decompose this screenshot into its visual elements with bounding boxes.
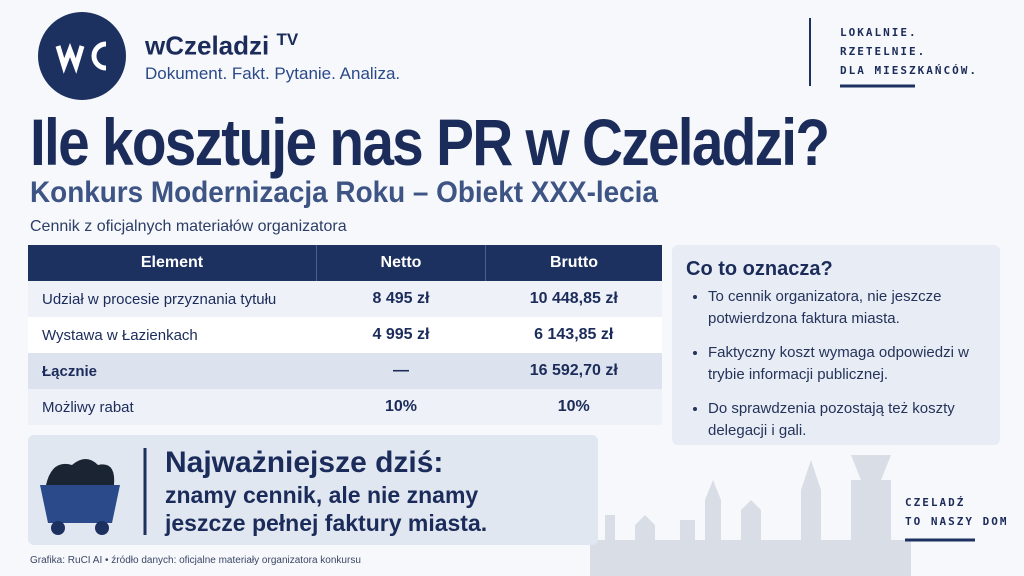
logo-mark <box>91 41 107 71</box>
info-box <box>672 245 1000 445</box>
cart-icon <box>95 521 109 535</box>
cart-icon <box>40 485 120 523</box>
cell: — <box>393 362 409 379</box>
info-title: Co to oznacza? <box>686 258 833 280</box>
tagline: Dokument. Fakt. Pytanie. Analiza. <box>145 64 401 83</box>
coal-icon <box>46 459 115 485</box>
cell: 16 592,70 zł <box>529 362 618 379</box>
cell: 10 448,85 zł <box>529 290 618 307</box>
cell: 10% <box>384 398 418 415</box>
header-cell: Element <box>28 245 317 281</box>
cell: 10% <box>557 398 590 415</box>
motto: LOKALNIE. <box>840 26 918 39</box>
logo-mark <box>55 42 85 74</box>
table-header: Element Netto Brutto <box>28 245 662 281</box>
brand-suffix: TV <box>276 30 299 49</box>
cell: 8 495 zł <box>372 290 430 307</box>
header-cell: Netto <box>316 245 486 281</box>
subtitle: Konkurs Modernizacja Roku – Obiekt XXX-l… <box>30 176 658 209</box>
info-item: Do sprawdzenia pozostają też koszty dele… <box>708 398 978 442</box>
cell: Udział w procesie przyznania tytułu <box>42 290 277 308</box>
brand-name: wCzeladzi <box>145 30 270 61</box>
credit: Grafika: RuCI AI • źródło danych: oficja… <box>30 555 361 566</box>
motto: DLA MIESZKAŃCÓW. <box>840 64 978 77</box>
cart-icon <box>51 521 65 535</box>
skyline <box>590 455 911 576</box>
cell: Możliwy rabat <box>42 398 134 416</box>
info-item: Faktyczny koszt wymaga odpowiedzi w tryb… <box>708 342 978 386</box>
cell: 4 995 zł <box>372 326 430 343</box>
table-row: Łącznie — 16 592,70 zł <box>28 353 662 389</box>
table-row: Wystawa w Łazienkach 4 995 zł 6 143,85 zł <box>28 317 662 353</box>
note: Cennik z oficjalnych materiałów organiza… <box>30 218 347 235</box>
highlight-line: znamy cennik, ale nie znamy <box>165 482 479 508</box>
title: Ile kosztuje nas PR w Czeladzi? <box>30 105 830 179</box>
table-row: Udział w procesie przyznania tytułu 8 495… <box>28 281 662 317</box>
cell: Łącznie <box>42 362 98 380</box>
header-cell: Brutto <box>485 245 662 281</box>
brand: wCzeladzi TV <box>145 30 298 62</box>
slogan: CZELADŹ <box>905 496 966 509</box>
highlight-box <box>28 435 598 545</box>
cell: 6 143,85 zł <box>534 326 614 343</box>
price-table: Element Netto Brutto Udział w procesie p… <box>28 245 662 425</box>
logo <box>38 12 126 100</box>
highlight-line: jeszcze pełnej faktury miasta. <box>165 510 488 536</box>
cell: Wystawa w Łazienkach <box>42 326 198 344</box>
highlight-heading: Najważniejsze dziś: <box>165 446 444 479</box>
info-item: To cennik organizatora, nie jeszcze potw… <box>708 286 978 330</box>
info-list: To cennik organizatora, nie jeszcze potw… <box>690 286 978 454</box>
slogan: TO NASZY DOM <box>905 515 1009 528</box>
motto: RZETELNIE. <box>840 45 927 58</box>
table-row: Możliwy rabat 10% 10% <box>28 389 662 425</box>
